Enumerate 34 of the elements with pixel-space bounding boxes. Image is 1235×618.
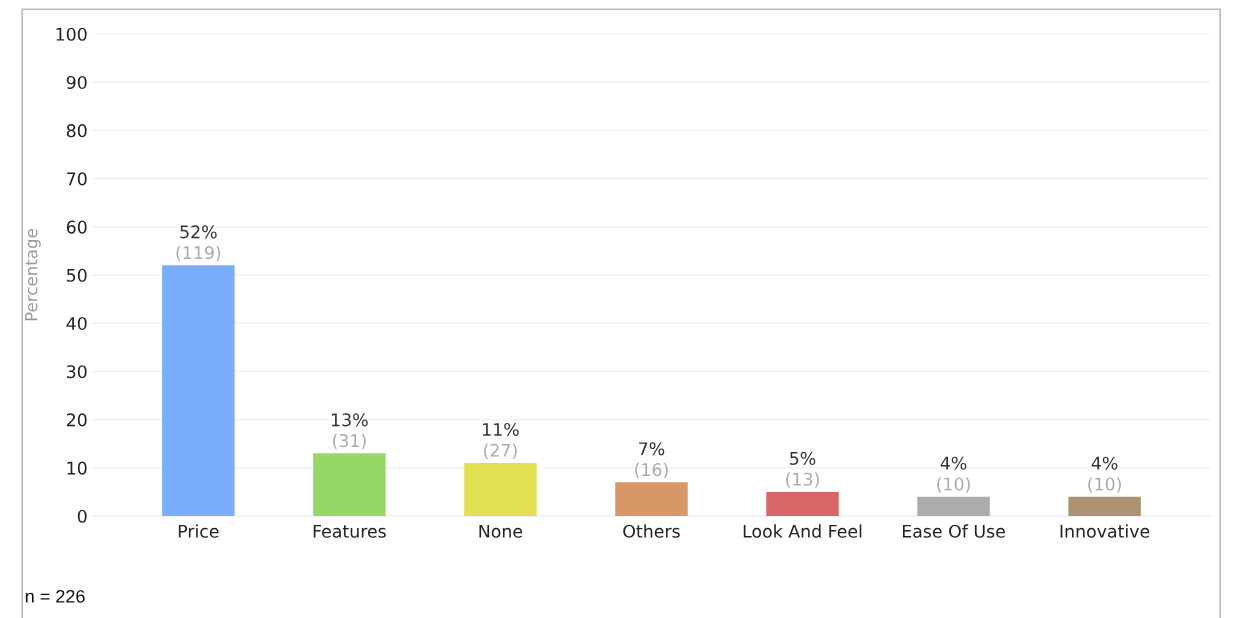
y-tick-label: 80 bbox=[66, 124, 87, 138]
bar bbox=[162, 265, 235, 517]
data-label: 7% (16) bbox=[635, 442, 668, 479]
text: n = 226 bbox=[25, 589, 85, 603]
y-tick-label: 90 bbox=[66, 75, 87, 90]
bar bbox=[1068, 496, 1141, 517]
bar bbox=[313, 453, 386, 517]
data-label: 52% (119) bbox=[176, 225, 221, 262]
x-tick-label: Price bbox=[178, 524, 219, 538]
y-tick-label: 0 bbox=[77, 509, 87, 523]
y-tick-label: 20 bbox=[66, 413, 87, 427]
data-label: 13% (31) bbox=[332, 413, 368, 450]
y-tick-label: 50 bbox=[67, 268, 87, 282]
x-tick-label: Ease Of Use bbox=[902, 524, 1005, 538]
data-label: 11% (27) bbox=[483, 422, 519, 459]
y-tick-label: 60 bbox=[66, 220, 87, 234]
x-tick-label: Features bbox=[313, 524, 386, 538]
y-tick-label: 100 bbox=[56, 27, 87, 41]
y-tick-label: 70 bbox=[67, 172, 87, 186]
y-tick-label: 30 bbox=[67, 365, 87, 379]
data-label: 4% (10) bbox=[1088, 456, 1121, 493]
y-axis-title: Percentage bbox=[25, 229, 41, 321]
x-tick-label: Look And Feel bbox=[743, 524, 862, 538]
data-label: 4% (10) bbox=[937, 456, 970, 493]
bar bbox=[766, 491, 839, 517]
bar bbox=[917, 496, 990, 517]
x-tick-label: Others bbox=[623, 524, 680, 538]
x-tick-label: None bbox=[479, 524, 523, 538]
bar bbox=[615, 482, 688, 517]
y-tick-label: 40 bbox=[66, 316, 87, 331]
bar bbox=[464, 463, 537, 517]
x-tick-label: Innovative bbox=[1060, 524, 1150, 538]
data-label: 5% (13) bbox=[786, 451, 819, 488]
y-tick-label: 10 bbox=[67, 461, 87, 475]
